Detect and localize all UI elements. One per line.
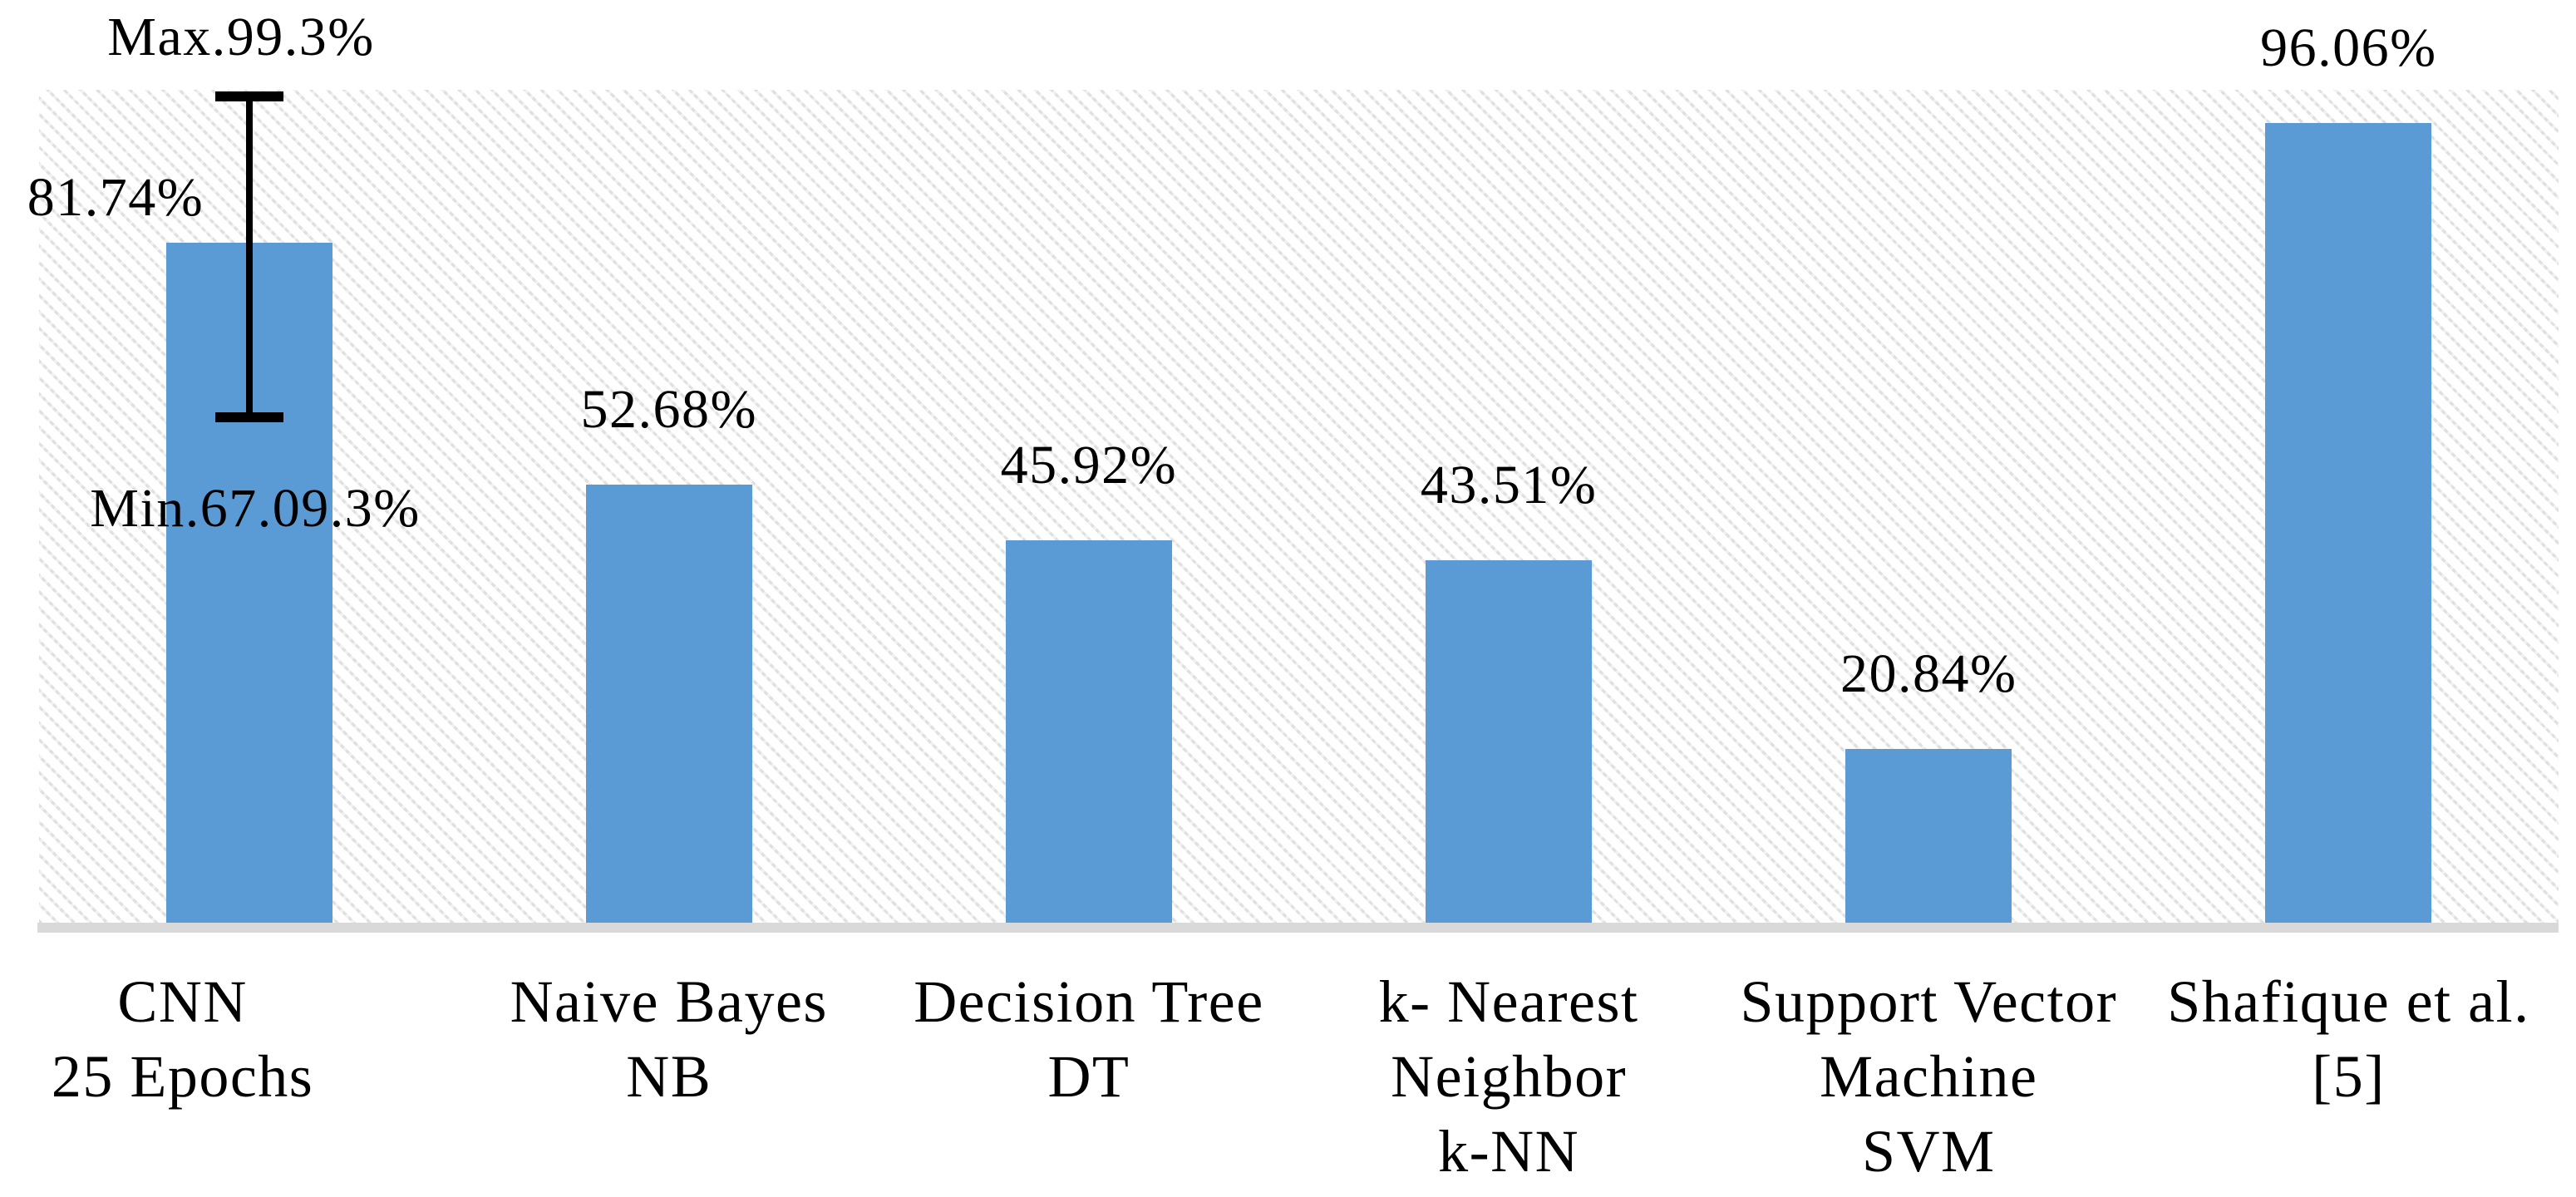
category-label-shafique-et-al: Shafique et al. [5] <box>2167 968 2530 1110</box>
bar-k-nearest <box>1426 560 1593 923</box>
value-label-cnn: 81.74% <box>27 167 204 228</box>
category-label-k-nearest: k- Nearest Neighbor k-NN <box>1378 968 1639 1185</box>
error-bar-max-label: Max.99.3% <box>107 7 375 67</box>
bar-support-vector <box>1845 749 2012 923</box>
value-label-k-nearest: 43.51% <box>1420 455 1598 516</box>
value-label-decision-tree: 45.92% <box>1000 435 1178 496</box>
value-label-support-vector: 20.84% <box>1840 643 2017 705</box>
error-bar-max-cap <box>214 91 283 101</box>
bar-naive-bayes <box>585 484 752 923</box>
category-label-decision-tree: Decision Tree DT <box>914 968 1264 1110</box>
x-axis-line <box>37 923 2559 933</box>
category-label-support-vector: Support Vector Machine SVM <box>1740 968 2118 1185</box>
bar-shafique-et-al <box>2265 123 2432 923</box>
error-bar-min-cap <box>214 412 283 423</box>
value-label-shafique-et-al: 96.06% <box>2260 17 2437 79</box>
bar-decision-tree <box>1005 540 1172 923</box>
category-label-naive-bayes: Naive Bayes NB <box>510 968 828 1110</box>
value-label-naive-bayes: 52.68% <box>580 378 757 440</box>
category-label-cnn: CNN 25 Epochs <box>51 968 314 1110</box>
category-axis-labels: CNN 25 Epochs Naive Bayes NB Decision Tree… <box>39 964 2559 1189</box>
error-bar-min-label: Min.67.09.3% <box>90 478 421 539</box>
error-bar-line <box>245 96 253 418</box>
plot-area <box>39 90 2559 923</box>
